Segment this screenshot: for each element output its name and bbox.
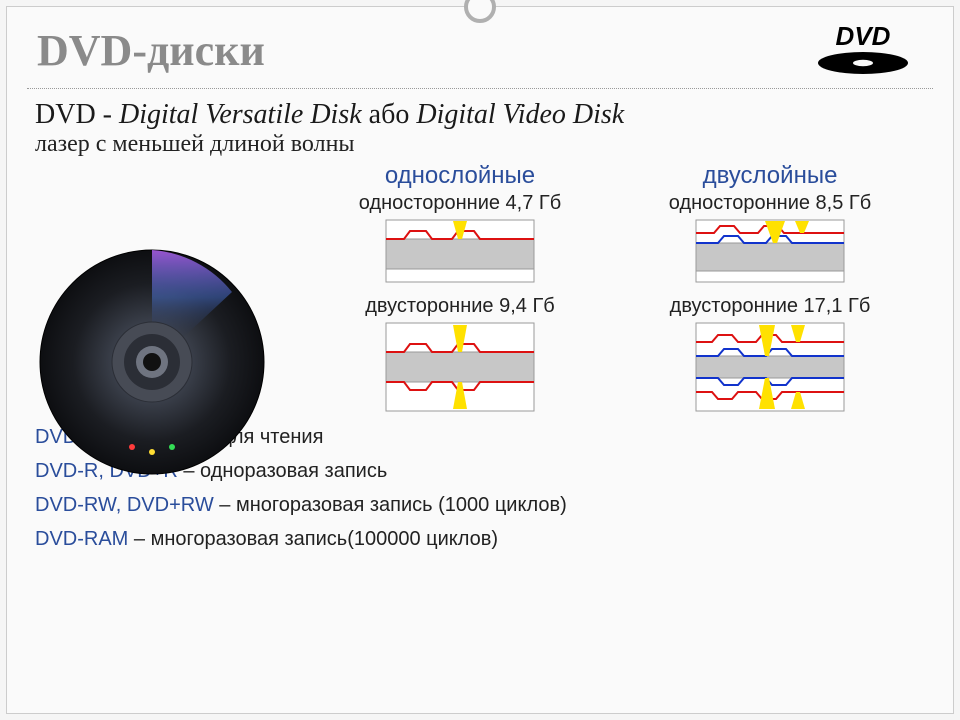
definition-line: DVD - Digital Versatile Disk або Digital… bbox=[35, 99, 925, 131]
label-ds-sl: двусторонние 9,4 Гб bbox=[365, 295, 555, 318]
diagram-ss-sl bbox=[385, 219, 535, 283]
def-prefix: DVD - bbox=[35, 99, 119, 130]
cell-ss-sl: односторонние 4,7 Гб bbox=[305, 192, 615, 283]
col-header-dual-layer: двуслойные bbox=[615, 162, 925, 190]
column-headers: однослойные двуслойные bbox=[35, 162, 925, 190]
col-header-single-layer: однослойные bbox=[305, 162, 615, 190]
dvd-logo: DVD bbox=[803, 21, 923, 77]
diagram-ss-dl bbox=[695, 219, 845, 283]
subnote: лазер с меньшей длиной волны bbox=[35, 131, 925, 158]
cell-ds-dl: двусторонние 17,1 Гб bbox=[615, 295, 925, 412]
divider bbox=[27, 88, 933, 89]
label-ss-sl: односторонние 4,7 Гб bbox=[359, 192, 561, 215]
cell-ss-dl: односторонние 8,5 Гб bbox=[615, 192, 925, 283]
type-row: DVD-RAM – многоразовая запись(100000 цик… bbox=[35, 522, 925, 556]
cell-ds-sl: двусторонние 9,4 Гб bbox=[305, 295, 615, 412]
type-key: DVD-RAM bbox=[35, 528, 128, 550]
label-ds-dl: двусторонние 17,1 Гб bbox=[670, 295, 871, 318]
def-term-1: Digital Versatile Disk bbox=[119, 99, 362, 130]
def-mid: або bbox=[362, 99, 417, 130]
type-desc: – многоразовая запись(100000 циклов) bbox=[128, 528, 498, 550]
svg-text:DVD: DVD bbox=[836, 21, 891, 51]
diagram-ds-sl bbox=[385, 322, 535, 412]
diagram-ds-dl bbox=[695, 322, 845, 412]
header-spacer bbox=[35, 162, 305, 190]
label-ss-dl: односторонние 8,5 Гб bbox=[669, 192, 871, 215]
def-term-2: Digital Video Disk bbox=[416, 99, 624, 130]
type-row: DVD-RW, DVD+RW – многоразовая запись (10… bbox=[35, 488, 925, 522]
dvd-disc-image bbox=[37, 247, 267, 477]
slide: DVD-диски DVD DVD - Digital Versatile Di… bbox=[6, 6, 954, 714]
type-key: DVD-RW, DVD+RW bbox=[35, 494, 214, 516]
type-desc: – многоразовая запись (1000 циклов) bbox=[214, 494, 567, 516]
